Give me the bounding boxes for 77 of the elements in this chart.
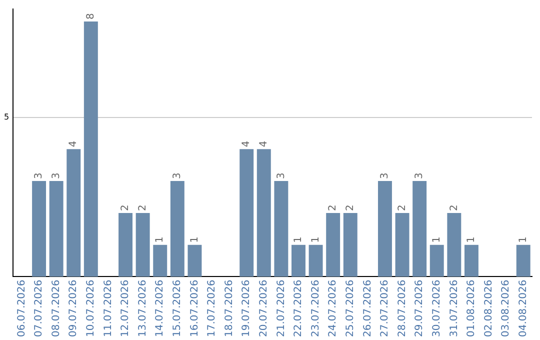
- x-tick-label: 06.07.2026: [16, 280, 28, 338]
- x-tick-label: 01.08.2026: [466, 280, 478, 338]
- x-tick-label: 13.07.2026: [137, 280, 148, 338]
- data-label: 2: [120, 204, 132, 211]
- bar: [395, 212, 410, 277]
- bar: [464, 244, 478, 277]
- bar: [188, 244, 202, 277]
- data-label: 4: [258, 140, 270, 148]
- bar: [447, 212, 462, 277]
- x-tick-label: 10.07.2026: [86, 280, 97, 338]
- data-label: 1: [154, 236, 166, 243]
- x-tick-label: 02.08.2026: [483, 280, 494, 338]
- bar: [378, 181, 392, 277]
- data-label: 3: [414, 172, 426, 180]
- bar: [326, 212, 340, 277]
- x-tick-label: 27.07.2026: [380, 280, 391, 338]
- bar: [274, 181, 288, 277]
- bar: [343, 212, 358, 277]
- x-tick-label: 14.07.2026: [154, 280, 166, 338]
- bar: [240, 149, 254, 277]
- data-label: 1: [310, 236, 322, 243]
- x-tick-label: 21.07.2026: [276, 280, 287, 338]
- bar: [412, 181, 427, 277]
- bar: [84, 22, 98, 277]
- bar: [66, 149, 81, 277]
- x-tick-label: 08.07.2026: [50, 280, 62, 338]
- data-label: 2: [328, 204, 339, 211]
- x-tick-label: 09.07.2026: [68, 280, 80, 338]
- data-label: 1: [293, 236, 304, 243]
- x-tick-label: 25.07.2026: [344, 280, 356, 338]
- x-tick-label: 26.07.2026: [362, 280, 374, 338]
- data-label: 4: [241, 140, 252, 148]
- x-tick-label: 12.07.2026: [120, 280, 132, 338]
- data-label: 3: [34, 172, 45, 180]
- x-tick-label: 19.07.2026: [241, 280, 252, 338]
- data-label: 3: [276, 172, 287, 180]
- x-tick-label: 07.07.2026: [34, 280, 45, 338]
- x-tick-label: 18.07.2026: [224, 280, 235, 338]
- x-tick-label: 28.07.2026: [396, 280, 408, 338]
- bar: [32, 181, 46, 277]
- data-label: 8: [86, 13, 97, 20]
- x-tick-label: 24.07.2026: [328, 280, 339, 338]
- bar: [516, 244, 530, 277]
- data-label: 1: [518, 236, 529, 243]
- data-label: 2: [396, 204, 408, 211]
- data-label: 3: [380, 172, 391, 180]
- x-tick-label: 20.07.2026: [258, 280, 270, 338]
- data-label: 1: [466, 236, 478, 243]
- bar: [308, 244, 323, 277]
- x-tick-label: 11.07.2026: [102, 280, 114, 338]
- bar: [118, 212, 133, 277]
- data-label: 2: [344, 204, 356, 211]
- x-tick-label: 03.08.2026: [500, 280, 512, 338]
- data-label: 2: [448, 204, 460, 211]
- x-tick-label: 17.07.2026: [206, 280, 218, 338]
- bar: [256, 149, 271, 277]
- x-tick-label: 15.07.2026: [172, 280, 184, 338]
- x-tick-label: 04.08.2026: [518, 280, 529, 338]
- y-tick-label: 5: [4, 112, 10, 122]
- bar: [49, 181, 64, 277]
- bar: [153, 244, 168, 277]
- bar: [430, 244, 444, 277]
- bar: [170, 181, 184, 277]
- bar: [136, 212, 150, 277]
- data-label: 4: [68, 140, 80, 148]
- data-label: 1: [431, 236, 442, 243]
- bar: [292, 244, 306, 277]
- x-tick-label: 29.07.2026: [414, 280, 426, 338]
- data-label: 2: [137, 204, 148, 211]
- x-tick-label: 16.07.2026: [189, 280, 200, 338]
- x-tick-label: 22.07.2026: [293, 280, 304, 338]
- x-tick-label: 23.07.2026: [310, 280, 322, 338]
- data-label: 3: [50, 172, 62, 180]
- data-label: 3: [172, 172, 184, 180]
- x-tick-label: 31.07.2026: [448, 280, 460, 338]
- x-tick-label: 30.07.2026: [431, 280, 442, 338]
- data-label: 1: [189, 236, 200, 243]
